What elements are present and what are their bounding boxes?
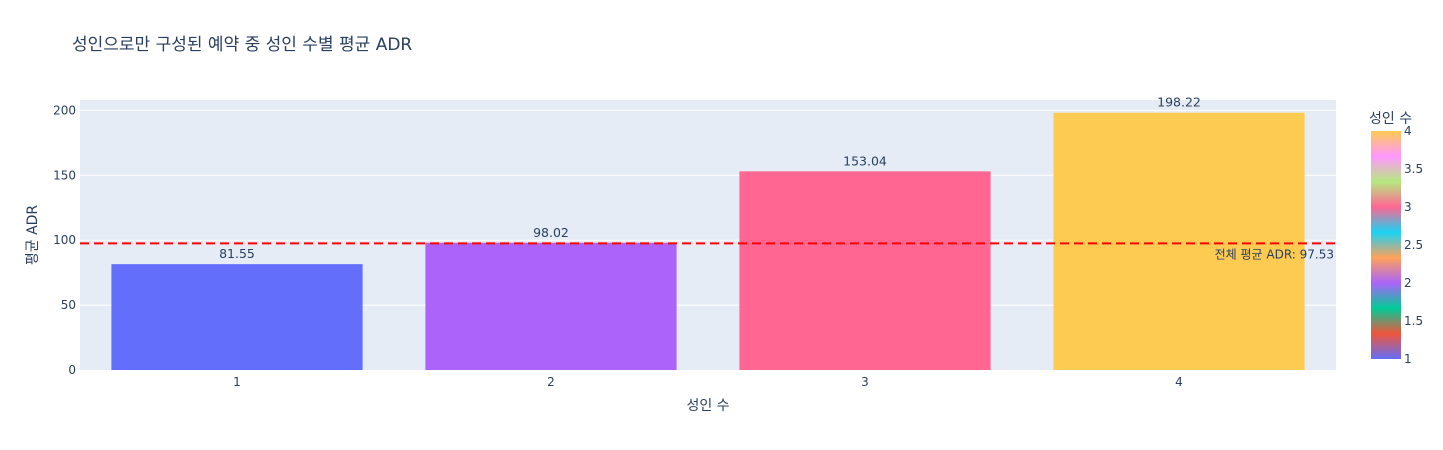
bar-value-labels: 81.55 98.02 153.04 198.22 [219,95,1201,261]
bar [425,242,677,370]
bar-value-label: 198.22 [1157,95,1201,110]
y-tick-label: 0 [68,363,76,377]
y-axis-ticks: 0 50 100 150 200 [53,103,76,377]
bar [1053,112,1305,370]
x-tick-label: 2 [547,375,555,389]
y-axis-title: 평균 ADR [25,205,41,266]
colorbar-tick-label: 4 [1404,124,1412,138]
colorbar-tick-label: 1 [1404,352,1412,366]
y-tick-label: 100 [53,233,76,247]
x-tick-label: 3 [861,375,869,389]
x-axis-title: 성인 수 [686,398,729,414]
colorbar-ticks: 1 1.5 2 2.5 3 3.5 4 [1404,124,1423,366]
x-tick-label: 1 [233,375,241,389]
bar-value-label: 81.55 [219,246,255,261]
bars [111,112,1305,370]
colorbar-tick-label: 3 [1404,200,1412,214]
x-axis-ticks: 1 2 3 4 [233,375,1183,389]
colorbar [1371,131,1401,359]
bar-value-label: 98.02 [533,225,569,240]
colorbar-title: 성인 수 [1369,111,1412,127]
bar [111,264,363,370]
x-tick-label: 4 [1175,375,1183,389]
colorbar-tick-label: 3.5 [1404,162,1423,176]
average-reference-label: 전체 평균 ADR: 97.53 [1215,247,1334,261]
bar [739,171,991,370]
colorbar-tick-label: 2.5 [1404,238,1423,252]
y-tick-label: 200 [53,103,76,117]
y-tick-label: 150 [53,168,76,182]
colorbar-tick-label: 1.5 [1404,314,1423,328]
bar-value-label: 153.04 [843,153,887,168]
colorbar-tick-label: 2 [1404,276,1412,290]
y-tick-label: 50 [61,298,76,312]
chart-title: 성인으로만 구성된 예약 중 성인 수별 평균 ADR [72,35,412,55]
